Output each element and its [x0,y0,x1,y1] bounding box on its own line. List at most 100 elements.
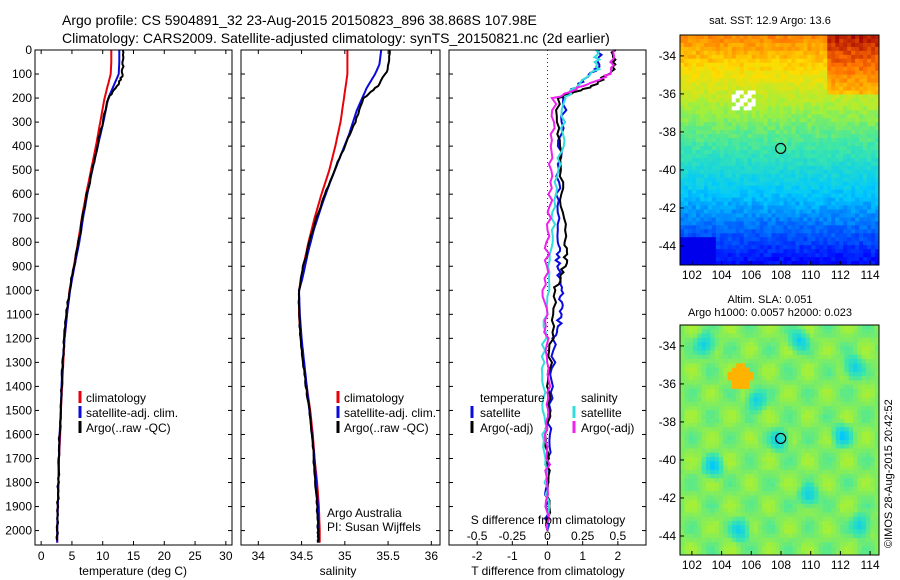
sst_map-cell [695,86,701,91]
sst_map-cell [691,253,697,258]
sst_map-cell [680,229,685,234]
sst_map-cell [771,217,776,222]
sst_map-cell [775,38,780,44]
sla_map-cell [762,478,767,483]
sst_map-cell [691,142,697,147]
sla_map-cell [870,410,876,415]
sst_map-cell [831,58,836,64]
sst_map-cell [875,118,880,123]
sst_map-cell [767,110,772,115]
sst_map-cell [847,197,852,202]
sst_map-cell [823,217,828,222]
sst_map-cell [811,181,816,187]
sst_map-cell [847,253,852,258]
sla_map-cell [731,329,737,334]
sst_map-cell [795,189,800,195]
sla_map-cell [840,325,845,330]
sla_map-cell [844,448,850,454]
sst_map-cell [875,213,880,218]
sst_map-cell [715,193,721,198]
sla_map-cell [866,337,871,343]
sla_map-cell [801,482,806,488]
sst_map-cell [771,134,776,139]
sla_map-cell [792,482,798,488]
sla_map-cell [697,393,703,398]
sst_map-cell [763,130,768,135]
sst_map-cell [823,134,828,139]
sla_map-cell [835,329,841,334]
sst_map-cell [795,122,800,127]
sst_map-cell [723,245,729,250]
sst_map-cell [680,58,685,64]
sst_map-cell [703,197,709,202]
sst_map-cell [871,185,876,191]
sst_map-cell [723,35,729,40]
sst_map-cell [711,54,717,60]
sla_map-cell [705,346,711,351]
sla_map-cell [740,448,746,454]
sst_map-cell [767,126,772,131]
sst_map-cell [735,161,741,167]
sla_map-cell [749,346,754,351]
sla_map-cell [705,465,711,471]
sst_map-cell [735,213,741,218]
sla_map-cell [740,491,746,496]
sla_map-cell [866,359,871,364]
sst_map-cell [715,161,721,167]
sst_map-cell [855,94,860,99]
sla_map-cell [749,376,754,381]
sst_map-cell [735,58,741,64]
sla_map-cell [705,333,711,339]
sla_map-cell [814,388,819,394]
sla_map-cell [814,452,819,458]
sst_map-cell [707,173,713,179]
sla_map-cell [853,444,858,449]
sst_map-cell [807,146,812,151]
sst_map-cell [771,114,776,119]
sla_map-cell [848,337,854,343]
sst_map-cell [735,193,741,198]
sst_map-cell [687,122,693,127]
sst_map-cell [859,146,864,151]
sst_map-cell [680,245,685,250]
sla_map-cell [680,448,685,454]
sla_map-cell [788,482,793,488]
sla_map-cell [779,388,785,394]
sst_map-cell [759,249,764,254]
sst_map-cell [739,142,745,147]
sst_map-cell [775,114,780,119]
sla_map-cell [840,461,845,466]
sst_map-cell [863,58,868,64]
sla_map-cell [874,397,880,403]
sst_map-cell [863,249,868,254]
sla_map-cell [796,367,802,373]
sla_map-cell [783,418,789,424]
sst_map-cell [787,42,792,48]
sla_map-cell [753,325,759,330]
sla_map-cell [857,388,863,394]
sst_map-cell [815,185,820,191]
sst_map-cell [839,74,844,80]
sla_map-cell [688,393,694,398]
sst_map-cell [743,38,749,44]
sst_map-cell [715,54,721,60]
sst_map-cell [871,173,876,179]
sst_map-cell [807,78,812,83]
sla_map-cell [744,448,750,454]
sst_map-cell [739,78,745,83]
sst_map-cell [680,35,685,40]
sla_map-cell [692,440,698,445]
sst_map-cell [823,114,828,119]
sla_map-cell [718,422,724,428]
sla_map-cell [827,337,832,343]
sst_map-cell [855,173,860,179]
sla_map-cell [740,465,746,471]
sst_map-cell [695,225,701,230]
sla_map-cell [723,371,728,377]
sla_map-cell [870,482,876,488]
sst_map-cell [831,181,836,187]
sla_map-cell [805,465,811,471]
sst_map-cell [783,90,788,95]
sst_map-cell [695,205,701,210]
sla_map-cell [788,414,793,420]
